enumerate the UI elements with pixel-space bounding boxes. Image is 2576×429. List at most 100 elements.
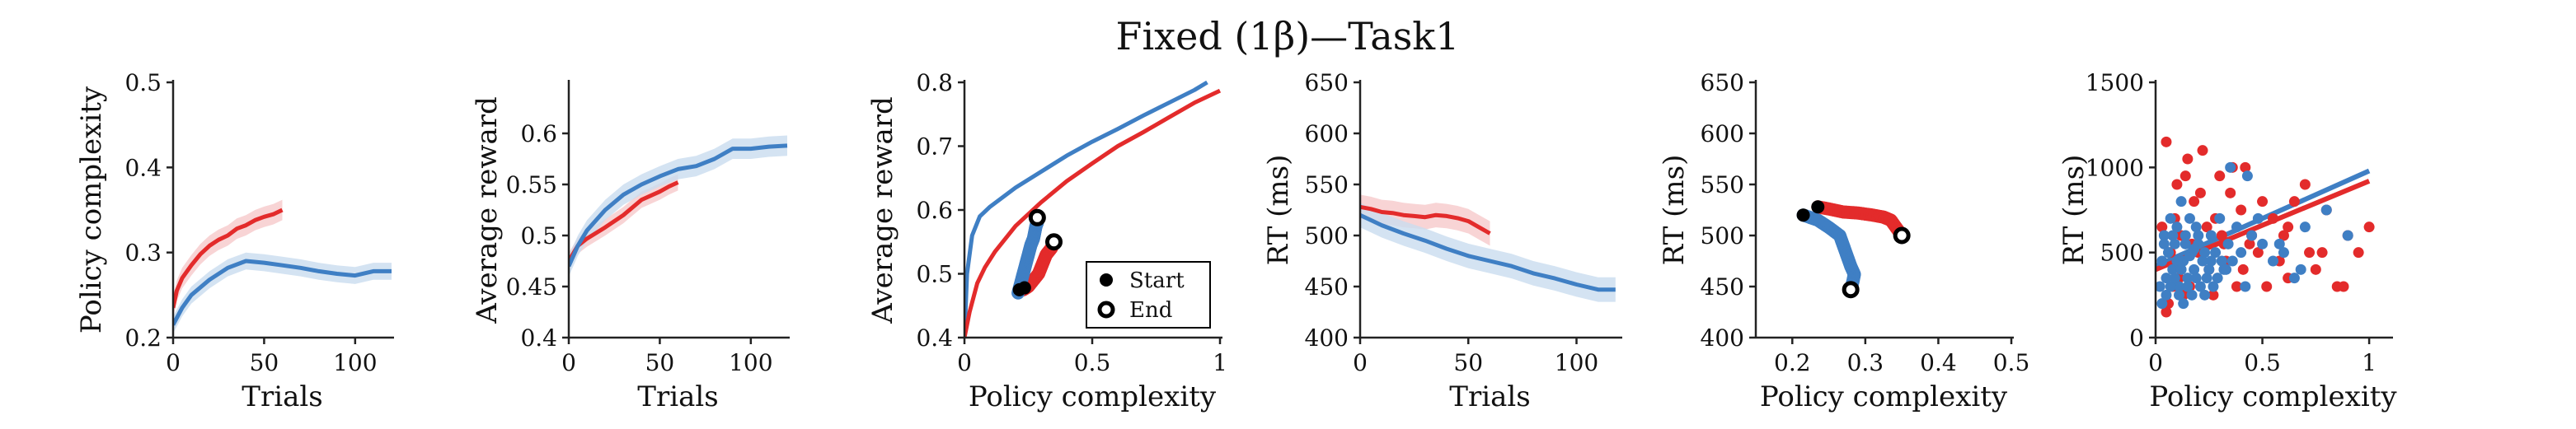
data-point-blue (2161, 289, 2172, 301)
data-point-blue (2252, 212, 2264, 224)
data-point-blue (2210, 247, 2222, 259)
data-point-red (2316, 247, 2328, 259)
x-tick-label: 0.3 (1847, 349, 1884, 376)
x-tick-label: 0.5 (1074, 349, 1111, 376)
plot-area (1796, 200, 1911, 299)
x-tick-label: 0.2 (1774, 349, 1811, 376)
chart-panel-1: 0 50 100 0.2 0.3 0.4 0.5 Trials Policy complexit… (75, 69, 394, 413)
chart-panel-2: 0 50 100 0.4 0.45 0.5 0.55 0.6 Trials Average rew… (471, 80, 790, 413)
x-tick-label: 0.5 (1993, 349, 2030, 376)
y-tick-label: 600 (1701, 120, 1744, 147)
start-marker (1017, 281, 1031, 295)
y-tick-label: 550 (1305, 171, 1349, 198)
data-point-blue (2236, 247, 2247, 259)
data-point-red (2180, 170, 2191, 182)
y-tick-label: 0.45 (506, 273, 557, 301)
x-tick-label: 50 (1453, 349, 1483, 376)
data-point-red (2257, 196, 2269, 208)
data-point-red (2338, 281, 2349, 292)
y-tick-label: 450 (1305, 273, 1349, 301)
data-point-blue (2216, 255, 2227, 267)
x-axis-label: Policy complexity (2149, 380, 2397, 413)
data-point-blue (2201, 273, 2212, 284)
series-line-red (964, 88, 1222, 338)
y-tick-label: 0.4 (520, 324, 557, 352)
x-axis-label: Trials (637, 380, 718, 413)
data-point-red (2353, 247, 2364, 259)
data-point-red (2189, 196, 2200, 208)
series-line-blue (964, 80, 1208, 338)
data-point-blue (2203, 263, 2215, 275)
x-axis-label: Trials (242, 380, 322, 413)
data-point-blue (2212, 273, 2223, 284)
series-line-red (1360, 204, 1491, 235)
data-point-red (2216, 230, 2227, 241)
chart-panel-4: 0 50 100 400 450 500 550 600 650 Trials RT (ms) (1262, 69, 1622, 413)
y-axis-label: RT (ms) (2058, 155, 2090, 266)
data-point-blue (2171, 221, 2183, 233)
y-tick-label: 450 (1701, 273, 1744, 301)
y-tick-label: 0 (2129, 324, 2144, 352)
chart-panel-5: 0.2 0.3 0.4 0.5 400 450 500 550 600 650 Policy com… (1658, 69, 2029, 413)
data-point-blue (2189, 244, 2200, 255)
data-point-blue (2231, 221, 2242, 233)
y-tick-label: 500 (1305, 222, 1349, 249)
x-tick-label: 0 (166, 349, 181, 376)
data-point-blue (2158, 238, 2170, 249)
data-point-blue (2174, 281, 2184, 292)
end-marker (1045, 233, 1063, 251)
end-marker (1028, 208, 1046, 226)
data-point-red (2156, 221, 2168, 233)
y-tick-label: 0.6 (520, 120, 557, 147)
data-point-red (2261, 281, 2273, 292)
legend-start-label: Start (1129, 268, 1185, 293)
figure-title: Fixed (1β)—Task1 (1116, 14, 1460, 58)
data-point-blue (2225, 161, 2236, 173)
data-point-red (2161, 306, 2172, 318)
data-point-blue (2161, 273, 2172, 284)
error-band-red (569, 174, 678, 269)
data-point-red (2288, 196, 2300, 208)
data-point-blue (2156, 298, 2168, 310)
x-tick-label: 50 (645, 349, 675, 376)
data-point-blue (2208, 281, 2219, 292)
x-tick-label: 0 (957, 349, 972, 376)
x-tick-label: 100 (729, 349, 772, 376)
data-point-blue (2299, 221, 2311, 233)
data-point-blue (2163, 247, 2175, 259)
data-point-blue (2169, 238, 2180, 249)
data-point-blue (2182, 273, 2194, 284)
data-point-red (2299, 179, 2311, 190)
x-tick-label: 0 (2148, 349, 2163, 376)
x-tick-label: 1 (2362, 349, 2377, 376)
y-tick-label: 0.3 (124, 240, 162, 267)
data-point-blue (2342, 230, 2353, 241)
data-point-blue (2246, 230, 2258, 241)
data-point-blue (2182, 281, 2194, 292)
y-axis-label: Policy complexity (75, 86, 108, 333)
data-point-blue (2240, 281, 2251, 292)
x-tick-label: 0 (561, 349, 576, 376)
data-point-blue (2226, 255, 2238, 267)
data-point-red (2252, 247, 2264, 259)
series-line-red (173, 208, 284, 309)
data-point-blue (2167, 230, 2179, 241)
data-point-blue (2278, 247, 2289, 259)
y-tick-label: 1500 (2086, 69, 2144, 96)
data-point-blue (2184, 212, 2195, 224)
plot-area (1360, 194, 1616, 302)
data-point-blue (2190, 221, 2202, 233)
y-tick-label: 650 (1305, 69, 1349, 96)
data-point-blue (2241, 170, 2253, 182)
data-point-blue (2320, 204, 2332, 216)
data-point-blue (2214, 212, 2226, 224)
error-band-blue (569, 135, 787, 277)
y-axis-label: Average reward (866, 96, 899, 324)
y-tick-label: 0.6 (916, 197, 953, 224)
data-point-red (2201, 221, 2212, 233)
x-tick-label: 0.5 (2244, 349, 2281, 376)
data-point-blue (2165, 281, 2176, 292)
data-point-red (2363, 221, 2375, 233)
y-axis-label: Average reward (471, 96, 504, 324)
y-tick-label: 0.5 (520, 222, 557, 249)
